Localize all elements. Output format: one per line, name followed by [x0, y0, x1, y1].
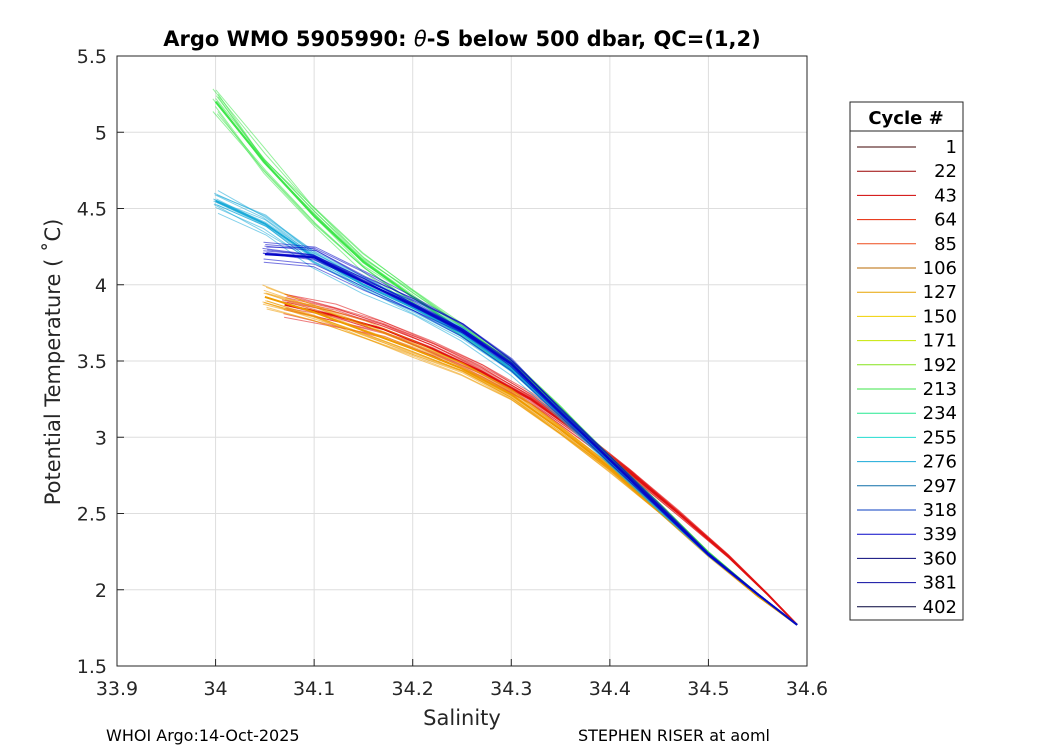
x-tick-labels: 33.9 34 34.1 34.2 34.3 34.4 34.5 34.6 — [96, 678, 828, 700]
series-line — [264, 253, 798, 626]
legend-label: 297 — [923, 476, 957, 497]
x-tick-label: 34.3 — [490, 678, 532, 700]
legend-label: 276 — [923, 452, 957, 473]
y-tick-label: 4 — [95, 275, 107, 297]
legend-label: 339 — [923, 524, 957, 545]
y-tick-label: 4.5 — [77, 199, 107, 221]
x-tick-label: 34.5 — [687, 678, 729, 700]
legend-label: 127 — [923, 282, 957, 303]
legend-label: 234 — [923, 403, 957, 424]
legend-label: 171 — [923, 331, 957, 352]
y-tick-label: 2 — [95, 580, 107, 602]
series-line — [284, 303, 798, 626]
footer-left: WHOI Argo:14-Oct-2025 — [106, 726, 300, 745]
footer-right: STEPHEN RISER at aoml — [578, 726, 770, 745]
legend-label: 1 — [946, 137, 957, 158]
y-tick-label: 3 — [95, 427, 107, 449]
legend-label: 150 — [923, 306, 957, 327]
series-group — [212, 88, 798, 626]
legend-label: 64 — [934, 210, 957, 231]
x-tick-label: 34 — [203, 678, 227, 700]
legend-label: 85 — [934, 234, 957, 255]
legend-label: 402 — [923, 597, 957, 618]
legend-label: 213 — [923, 379, 957, 400]
legend-label: 22 — [934, 161, 957, 182]
x-tick-label: 34.1 — [293, 678, 335, 700]
y-tick-label: 1.5 — [77, 656, 107, 678]
y-tick-label: 3.5 — [77, 351, 107, 373]
y-tick-label: 5 — [95, 122, 107, 144]
x-tick-label: 33.9 — [96, 678, 138, 700]
legend-label: 381 — [923, 573, 957, 594]
series-bundle — [262, 241, 798, 626]
legend-label: 360 — [923, 548, 957, 569]
legend-label: 318 — [923, 500, 957, 521]
y-tick-label: 2.5 — [77, 504, 107, 526]
legend-label: 106 — [923, 258, 957, 279]
legend-label: 192 — [923, 355, 957, 376]
x-tick-label: 34.4 — [589, 678, 631, 700]
x-tick-label: 34.6 — [786, 678, 828, 700]
chart-title: Argo WMO 5905990: θ-S below 500 dbar, QC… — [163, 27, 760, 51]
legend-box — [849, 101, 964, 621]
tick-marks — [116, 55, 808, 667]
y-axis-label: Potential Temperature ( ˚C) — [41, 219, 65, 506]
legend-label: 255 — [923, 427, 957, 448]
legend: Cycle # 1 22 43 64 85 106 127 150 171 192 213 234 25… — [849, 101, 964, 621]
x-axis-label: Salinity — [423, 706, 501, 730]
legend-title: Cycle # — [868, 108, 943, 129]
x-tick-label: 34.2 — [392, 678, 434, 700]
legend-label: 43 — [934, 185, 957, 206]
y-tick-labels: 1.5 2 2.5 3 3.5 4 4.5 5 5.5 — [77, 46, 107, 678]
y-tick-label: 5.5 — [77, 46, 107, 68]
